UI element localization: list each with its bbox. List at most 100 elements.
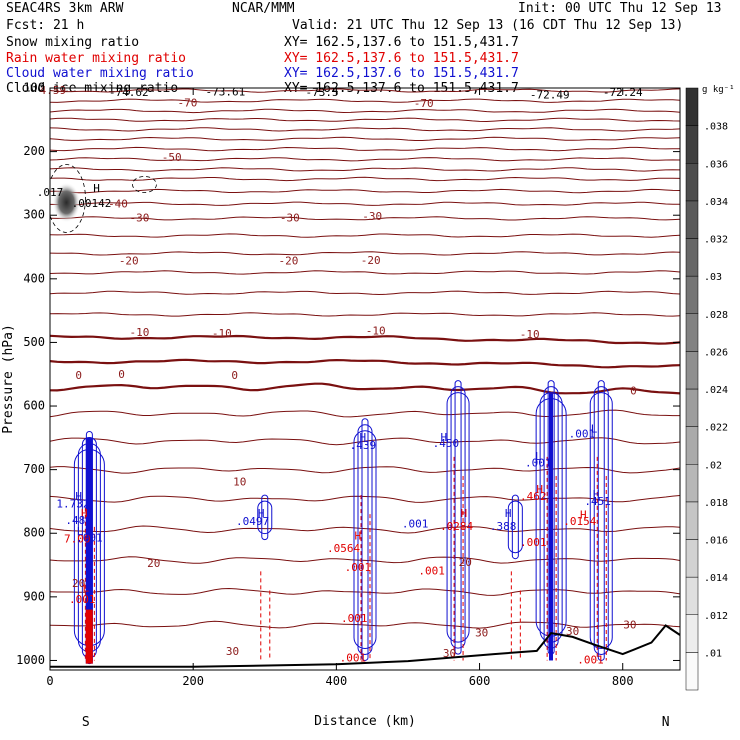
plot-area: [50, 88, 680, 668]
x-tick-label: 0: [46, 674, 53, 688]
colorbar-label: .038: [704, 122, 728, 133]
isotherm-contour: [50, 88, 680, 93]
isotherm-contour: [50, 382, 680, 395]
cloud-ice-blob: [52, 182, 81, 223]
cloud-water-contour: [357, 424, 373, 655]
colorbar-swatch: [685, 652, 699, 691]
rain-label: .0564: [327, 542, 360, 555]
y-tick-label: 1000: [16, 653, 45, 667]
contour-label: 20: [147, 557, 160, 570]
cloud-water-contour: [597, 380, 605, 661]
init-time: Init: 00 UTC Thu 12 Sep 13: [518, 1, 722, 16]
colorbar-swatch: [685, 87, 699, 126]
colorbar-label: .024: [704, 385, 728, 396]
cloud-label: .450: [433, 437, 460, 450]
contour-label: 0: [630, 384, 637, 397]
cloud-label: L: [535, 450, 542, 463]
rain-label: .001: [577, 653, 604, 666]
cloud-label: .439: [350, 439, 377, 452]
rain-label: H: [355, 529, 362, 542]
field-rain-xy: XY= 162.5,137.6 to 151.5,431.7: [284, 51, 519, 66]
isotherm-contour: [50, 409, 680, 418]
snow-contour: [50, 164, 86, 233]
cloud-water-contour: [353, 430, 377, 649]
cloud-label: L: [591, 423, 598, 436]
y-tick-label: 400: [23, 271, 45, 285]
snow-contour: [132, 176, 157, 193]
center-title: NCAR/MMM: [232, 1, 295, 16]
contour-label: -30: [362, 210, 382, 223]
contour-label: -20: [361, 254, 381, 267]
endpoint-north: N: [662, 715, 670, 730]
colorbar-swatch: [685, 238, 699, 277]
contour-label: 30: [443, 647, 456, 660]
isotherm-contour: [50, 216, 680, 221]
contour-label: -73.5: [305, 86, 338, 99]
isotherm-contour: [50, 251, 680, 256]
rain-label: .001: [341, 612, 368, 625]
contour-label: 20: [459, 556, 472, 569]
y-tick-label: 300: [23, 208, 45, 222]
cloud-water-contour: [446, 392, 470, 643]
y-tick-label: 100: [23, 81, 45, 95]
colorbar-swatch: [685, 501, 699, 540]
colorbar-swatch: [685, 539, 699, 578]
rain-label: .001: [69, 593, 96, 606]
cloud-water-contour: [257, 500, 273, 535]
x-tick-label: 200: [182, 674, 204, 688]
isotherm-contour: [50, 188, 680, 194]
contour-label: 30: [566, 625, 579, 638]
colorbar-swatch: [685, 125, 699, 164]
rain-label: H: [460, 507, 467, 520]
valid-time: Valid: 21 UTC Thu 12 Sep 13 (16 CDT Thu …: [292, 18, 684, 33]
contour-label: -40: [108, 197, 128, 210]
contour-label: -10: [130, 326, 150, 339]
x-tick-label: 600: [469, 674, 491, 688]
field-rain: Rain water mixing ratio: [6, 51, 187, 66]
x-tick-label: 400: [326, 674, 348, 688]
colorbar-label: .032: [704, 235, 728, 246]
cloud-label: .001: [525, 456, 552, 469]
contour-label: -10: [366, 325, 386, 338]
cloud-label: .0497: [236, 515, 269, 528]
cloud-water-contour: [593, 386, 609, 655]
rain-label: L: [82, 582, 89, 595]
cloud-water-contour: [261, 494, 269, 541]
colorbar-label: .026: [704, 347, 728, 358]
contour-label: 20: [72, 577, 85, 590]
contour-label: -10: [520, 328, 540, 341]
contour-label: 30: [226, 645, 239, 658]
y-tick-label: 200: [23, 144, 45, 158]
field-snow-xy: XY= 162.5,137.6 to 151.5,431.7: [284, 35, 519, 50]
colorbar-unit: g kg⁻¹: [702, 85, 735, 95]
rain-label: H: [536, 483, 543, 496]
y-tick-label: 500: [23, 335, 45, 349]
colorbar-swatch: [685, 614, 699, 653]
y-tick-label: 700: [23, 462, 45, 476]
cloud-label: .481: [65, 514, 92, 527]
isotherm-contour: [50, 127, 680, 132]
snow-label: .00142: [72, 197, 112, 210]
cloud-label: H: [75, 490, 82, 503]
cloud-water-contour: [507, 500, 523, 554]
field-cloud-xy: XY= 162.5,137.6 to 151.5,431.7: [284, 66, 519, 81]
colorbar-label: .028: [704, 310, 728, 321]
contour-label: -20: [278, 255, 298, 268]
rain-core: [85, 609, 93, 664]
cloud-label: H: [440, 431, 447, 444]
cloud-water-core: [85, 437, 93, 664]
isotherm-contour: [50, 146, 680, 152]
cloud-water-contour: [589, 392, 613, 649]
contour-label: 0: [231, 369, 238, 382]
colorbar-label: .022: [704, 423, 728, 434]
colorbar-swatch: [685, 426, 699, 465]
isotherm-contour: [50, 176, 680, 182]
colorbar-swatch: [685, 576, 699, 615]
contour-label: -30: [280, 211, 300, 224]
colorbar-label: .03: [704, 272, 722, 283]
colorbar-label: .02: [704, 460, 722, 471]
cloud-water-contour: [361, 418, 369, 661]
cloud-label: H: [593, 488, 600, 501]
cloud-label: H: [258, 507, 265, 520]
